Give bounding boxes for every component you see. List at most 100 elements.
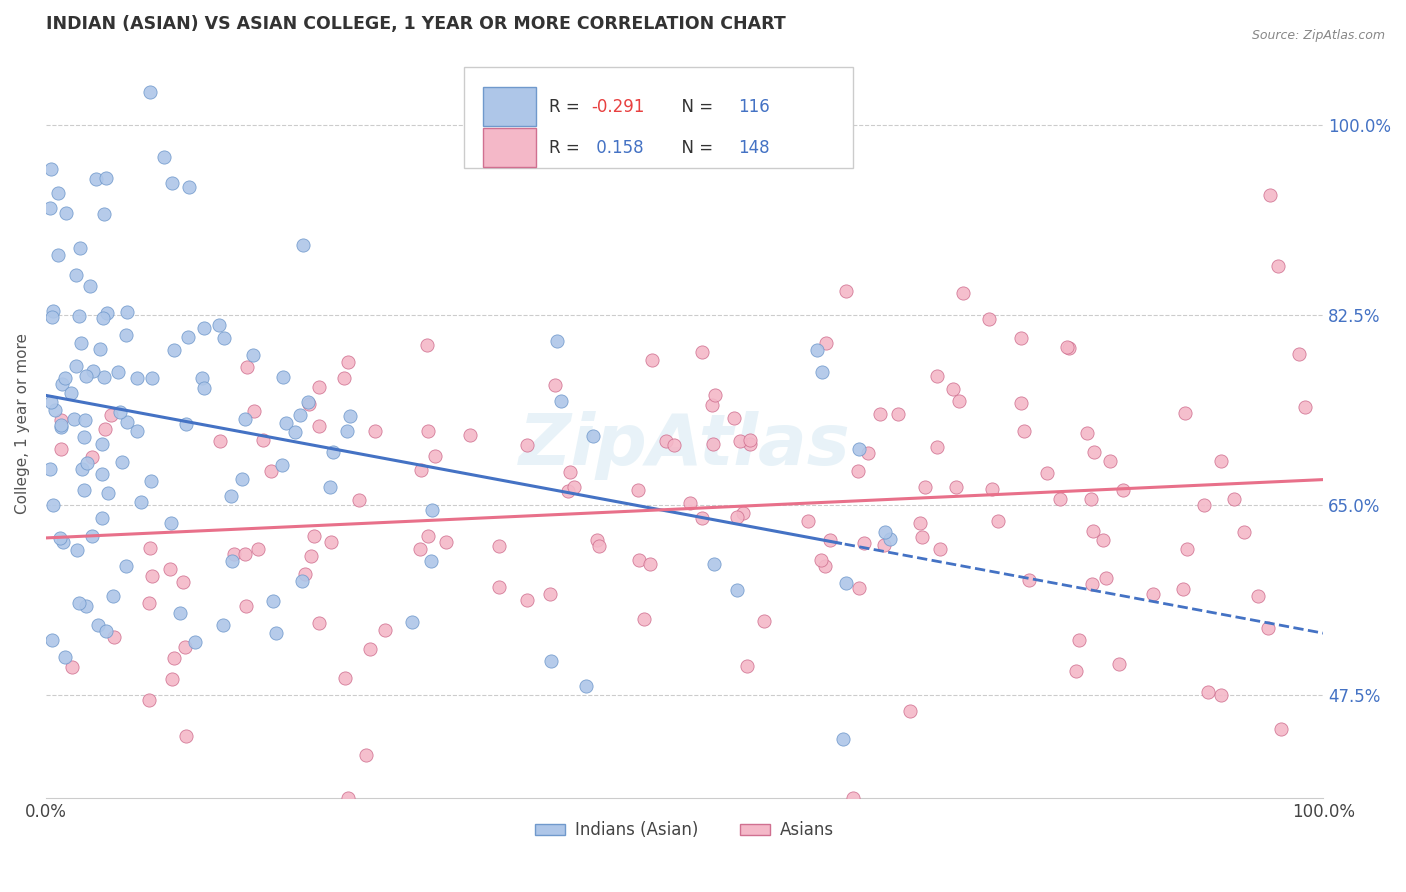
Point xyxy=(38,202,60,216)
Point xyxy=(1080,492,1102,507)
Point xyxy=(925,440,948,454)
Point xyxy=(980,482,1002,496)
Point xyxy=(139,85,162,99)
Text: N =: N = xyxy=(671,97,718,116)
Point xyxy=(73,430,96,444)
Point xyxy=(191,371,214,385)
Point xyxy=(1171,582,1194,596)
Point xyxy=(835,284,858,298)
Point xyxy=(740,434,762,448)
Point xyxy=(641,353,664,368)
Point xyxy=(274,416,297,430)
Point xyxy=(516,438,538,452)
Point xyxy=(662,438,685,452)
Point xyxy=(42,498,65,512)
Point xyxy=(374,623,396,637)
Point xyxy=(163,343,186,358)
Point xyxy=(233,547,256,561)
Point xyxy=(94,422,117,436)
Point xyxy=(945,480,967,494)
Point xyxy=(125,371,148,385)
Point xyxy=(52,534,75,549)
Point xyxy=(176,417,198,432)
Point xyxy=(271,458,294,473)
Point xyxy=(703,557,725,571)
Point xyxy=(84,172,107,186)
Point xyxy=(125,425,148,439)
Point xyxy=(879,533,901,547)
Point xyxy=(1056,340,1078,354)
Point xyxy=(538,587,561,601)
Point xyxy=(138,596,160,610)
Point xyxy=(63,412,86,426)
Point xyxy=(633,612,655,626)
Point xyxy=(108,405,131,419)
Point xyxy=(53,650,76,665)
Point xyxy=(735,659,758,673)
Point xyxy=(233,411,256,425)
Point xyxy=(159,562,181,576)
Point xyxy=(815,335,838,350)
Point xyxy=(409,542,432,557)
Point xyxy=(818,533,841,547)
Point xyxy=(655,434,678,448)
Point xyxy=(1076,425,1098,440)
Point xyxy=(423,449,446,463)
Point xyxy=(69,241,91,255)
Point xyxy=(679,496,702,510)
Point xyxy=(335,671,357,685)
Point xyxy=(46,186,69,200)
Point xyxy=(420,502,443,516)
Point xyxy=(100,408,122,422)
Point xyxy=(848,581,870,595)
Point xyxy=(1010,396,1032,410)
Point xyxy=(1288,347,1310,361)
Point xyxy=(73,483,96,497)
Point xyxy=(1174,406,1197,420)
Point xyxy=(690,510,713,524)
Point xyxy=(264,626,287,640)
Point xyxy=(627,553,650,567)
FancyBboxPatch shape xyxy=(464,67,853,169)
Text: N =: N = xyxy=(671,139,718,157)
Point xyxy=(418,424,440,438)
Point xyxy=(869,407,891,421)
Point xyxy=(297,395,319,409)
Text: 116: 116 xyxy=(738,97,770,116)
Point xyxy=(752,614,775,628)
Point xyxy=(49,417,72,432)
Point xyxy=(987,514,1010,528)
Point xyxy=(1010,330,1032,344)
Point xyxy=(302,528,325,542)
Point xyxy=(1057,341,1080,355)
Point xyxy=(336,424,359,438)
Point xyxy=(91,310,114,325)
Point xyxy=(1067,632,1090,647)
Point xyxy=(1095,571,1118,585)
Point xyxy=(638,557,661,571)
Point xyxy=(458,428,481,442)
Point xyxy=(172,574,194,589)
Point xyxy=(65,268,87,282)
Text: -0.291: -0.291 xyxy=(592,97,645,116)
Point xyxy=(219,489,242,503)
Point xyxy=(928,542,950,557)
Point xyxy=(70,462,93,476)
Point xyxy=(139,541,162,556)
Point xyxy=(322,444,344,458)
Point xyxy=(690,344,713,359)
Point xyxy=(41,633,63,648)
Point xyxy=(797,514,820,528)
Point xyxy=(585,533,607,547)
Point xyxy=(193,380,215,394)
Point xyxy=(702,437,724,451)
Point xyxy=(588,539,610,553)
Point xyxy=(544,377,567,392)
Point xyxy=(927,368,949,383)
Point xyxy=(49,442,72,456)
Point xyxy=(271,369,294,384)
Point xyxy=(1064,664,1087,678)
Point xyxy=(1035,466,1057,480)
Point xyxy=(725,583,748,598)
Point xyxy=(354,748,377,763)
